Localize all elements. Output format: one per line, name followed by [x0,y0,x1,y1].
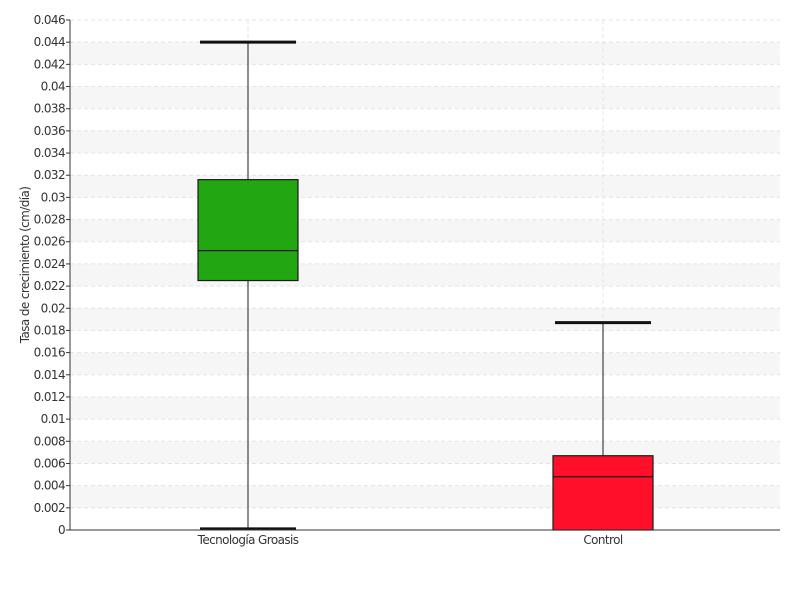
box-series [197,40,654,531]
box-2 [552,321,654,531]
grid-band [70,175,780,198]
y-tick-label: 0.002 [34,501,65,515]
y-tick-label: 0.008 [34,434,65,448]
x-axis-category-labels: Tecnología Groasis Control [197,533,624,547]
y-tick-label: 0.046 [34,13,65,27]
box-iqr [552,455,654,531]
y-tick-label: 0.024 [34,257,65,271]
grid-band [70,219,780,242]
plot-background-bands [70,42,780,508]
x-category-label: Control [583,533,622,547]
y-tick-label: 0.028 [34,213,65,227]
y-tick-label: 0.02 [41,301,65,315]
box-iqr [197,179,299,282]
y-tick-label: 0.018 [34,323,65,337]
y-tick-label: 0.04 [41,80,65,94]
y-tick-label: 0 [58,523,65,537]
y-tick-label: 0.036 [34,124,65,138]
grid-band [70,42,780,65]
grid-band [70,130,780,154]
y-tick-label: 0.004 [34,479,65,493]
grid-band [70,441,780,464]
y-tick-label: 0.022 [34,279,65,293]
y-tick-label: 0.042 [34,57,65,71]
grid-band [70,485,780,508]
y-tick-label: 0.034 [34,146,65,160]
grid-band [70,396,780,420]
y-tick-label: 0.026 [34,235,65,249]
y-tick-label: 0.01 [41,412,65,426]
grid-band [70,308,780,331]
y-tick-label: 0.012 [34,390,65,404]
grid-band [70,263,780,287]
y-tick-label: 0.006 [34,456,65,470]
y-tick-label: 0.014 [34,368,65,382]
y-axis-label: Tasa de crecimiento (cm/día) [18,187,32,345]
y-tick-label: 0.032 [34,168,65,182]
axes [69,20,780,531]
y-tick-label: 0.03 [41,190,65,204]
grid-band [70,86,780,109]
grid-band [70,352,780,375]
y-axis-ticks: 0 0.002 0.004 0.006 0.008 0.01 0.012 0.014 0.016… [34,13,70,537]
box-1 [197,40,299,531]
x-category-label: Tecnología Groasis [197,533,299,547]
y-tick-label: 0.038 [34,102,65,116]
y-tick-label: 0.016 [34,346,65,360]
y-tick-label: 0.044 [34,35,65,49]
grid-lines [70,19,780,530]
